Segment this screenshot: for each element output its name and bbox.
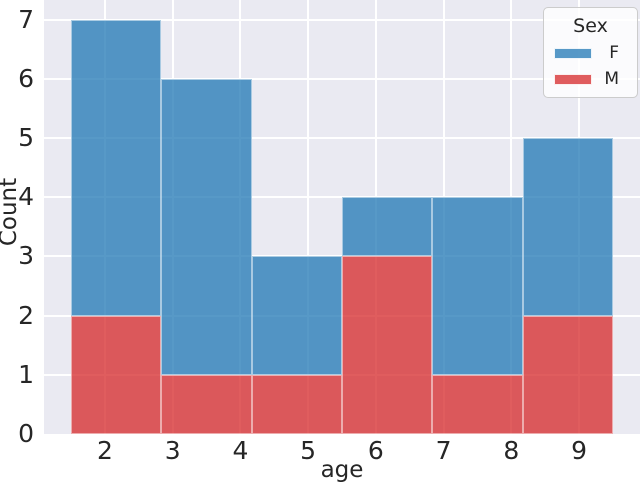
x-tick-label: 6 [367, 436, 384, 465]
bar-segment-M [432, 374, 523, 434]
h-gridline [44, 136, 640, 139]
bar-segment-F [342, 197, 433, 257]
legend-entry-label: M [604, 69, 619, 89]
y-tick-label: 7 [18, 4, 34, 34]
legend-entry: M [554, 66, 627, 92]
x-axis-label: age [320, 457, 364, 483]
v-gridline [307, 0, 310, 434]
legend-entry: F [554, 40, 627, 66]
y-tick-label: 2 [18, 300, 34, 330]
legend-swatch-M [554, 73, 592, 85]
legend-title: Sex [573, 15, 608, 37]
y-tick-label: 5 [18, 122, 34, 152]
bar-segment-F [251, 256, 342, 375]
bar-segment-F [522, 137, 613, 316]
x-tick-label: 3 [164, 436, 181, 465]
h-gridline [44, 77, 640, 80]
x-tick-label: 8 [503, 436, 520, 465]
bar-segment-M [161, 374, 252, 434]
bar-segment-F [432, 197, 523, 375]
x-tick-label: 5 [300, 436, 317, 465]
plot-area [44, 0, 640, 434]
y-axis-label: Count [0, 177, 22, 247]
y-tick-label: 0 [18, 419, 34, 448]
y-tick-label: 6 [18, 63, 34, 93]
x-tick-label: 4 [232, 436, 249, 465]
bar-segment-F [161, 78, 252, 375]
h-gridline [44, 18, 640, 21]
bar-segment-M [522, 315, 613, 434]
y-tick-label: 3 [18, 241, 34, 271]
legend-entry-label: F [609, 43, 619, 63]
bar-segment-F [71, 19, 162, 316]
bar-segment-M [342, 256, 433, 434]
x-tick-label: 2 [97, 436, 113, 465]
x-tick-label: 7 [435, 436, 452, 465]
legend-swatch-F [554, 47, 592, 59]
x-tick-label: 9 [571, 436, 587, 465]
bar-segment-M [251, 374, 342, 434]
y-tick-label: 4 [18, 182, 34, 212]
y-tick-label: 1 [18, 359, 34, 389]
bar-segment-M [71, 315, 162, 434]
